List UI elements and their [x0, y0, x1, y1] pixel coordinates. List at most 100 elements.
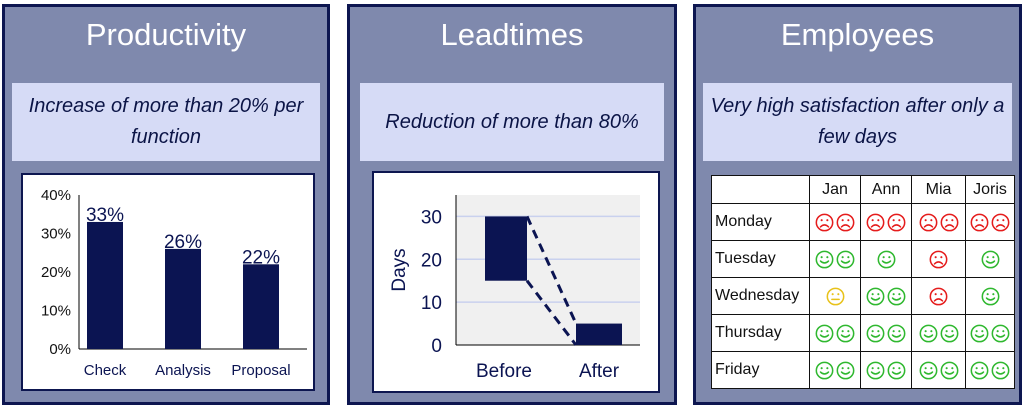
connector-bottom [525, 279, 578, 346]
happy-face-icon [836, 361, 855, 379]
satisfaction-cell [809, 351, 861, 389]
satisfaction-cell [860, 203, 912, 241]
satisfaction-cell [911, 351, 966, 389]
y-tick-label: 20% [41, 264, 71, 281]
happy-face-icon [866, 324, 885, 342]
happy-face-icon [981, 287, 999, 305]
x-tick-label: Before [476, 361, 532, 382]
happy-face-icon [887, 324, 906, 342]
leadtimes-title: Leadtimes [440, 17, 584, 52]
day-label: Tuesday [711, 240, 810, 278]
x-tick-label: Analysis [155, 362, 211, 379]
satisfaction-cell [911, 277, 966, 315]
sad-face-icon [866, 213, 885, 231]
y-axis-label: Days [389, 248, 410, 291]
y-tick-label: 0% [49, 341, 71, 358]
happy-face-icon [877, 250, 895, 268]
leadtimes-subtitle: Reduction of more than 80% [360, 83, 664, 161]
sad-face-icon [929, 287, 948, 305]
employees-subtitle: Very high satisfaction after only a few … [703, 83, 1012, 161]
bar-analysis [165, 248, 201, 349]
bar-proposal [243, 264, 279, 349]
plot-area [456, 195, 640, 345]
satisfaction-table: Jan Ann Mia Joris Monday Tuesday Wednesday Thur… [711, 175, 1015, 389]
corner-cell [711, 175, 810, 204]
sad-face-icon [919, 213, 937, 231]
y-tick-label: 30% [41, 226, 71, 243]
employees-title: Employees [780, 17, 935, 52]
sad-face-icon [940, 213, 958, 231]
happy-face-icon [836, 250, 855, 268]
satisfaction-cell [809, 314, 861, 352]
happy-face-icon [991, 324, 1010, 342]
satisfaction-cell [911, 314, 966, 352]
leadtimes-floating-bar-chart: 0 10 20 30 Days Before After [389, 195, 640, 382]
satisfaction-cell [860, 314, 912, 352]
sad-face-icon [991, 213, 1010, 231]
happy-face-icon [836, 324, 855, 342]
bar-after [576, 323, 622, 345]
productivity-title: Productivity [85, 17, 247, 52]
happy-face-icon [940, 361, 958, 379]
happy-face-icon [991, 361, 1010, 379]
satisfaction-cell [911, 240, 966, 278]
happy-face-icon [815, 324, 834, 342]
happy-face-icon [970, 361, 989, 379]
sad-face-icon [836, 213, 855, 231]
y-tick-label: 30 [421, 207, 442, 228]
satisfaction-cell [965, 314, 1015, 352]
sad-face-icon [929, 250, 948, 268]
productivity-chart: 0% 10% 20% 30% 40% 33% Check 26% Analysis 22% Prop… [21, 173, 315, 391]
table-row: Thursday [711, 314, 1015, 352]
happy-face-icon [970, 324, 989, 342]
satisfaction-cell [809, 277, 861, 315]
happy-face-icon [919, 324, 937, 342]
productivity-bar-chart: 0% 10% 20% 30% 40% 33% Check 26% Analysis 22% Prop… [41, 187, 307, 379]
column-header: Ann [860, 175, 912, 204]
satisfaction-cell [911, 203, 966, 241]
column-header: Jan [809, 175, 861, 204]
satisfaction-cell [965, 240, 1015, 278]
x-tick-label: Check [84, 362, 127, 379]
leadtimes-chart: 0 10 20 30 Days Before After [372, 171, 660, 393]
x-tick-label: Proposal [231, 362, 290, 379]
happy-face-icon [866, 361, 885, 379]
leadtimes-panel: Leadtimes Reduction of more than 80% 0 10… [347, 4, 677, 405]
happy-face-icon [866, 287, 885, 305]
bar-check [87, 221, 123, 349]
day-label: Wednesday [711, 277, 810, 315]
satisfaction-cell [809, 203, 861, 241]
table-row: Wednesday [711, 277, 1015, 315]
data-label: 26% [164, 232, 202, 253]
column-header: Joris [965, 175, 1015, 204]
y-tick-label: 0 [431, 336, 442, 357]
satisfaction-cell [965, 203, 1015, 241]
bar-before [485, 216, 527, 281]
sad-face-icon [815, 213, 834, 231]
table-row: Tuesday [711, 240, 1015, 278]
column-header: Mia [911, 175, 966, 204]
y-tick-label: 40% [41, 187, 71, 204]
connector-top [525, 215, 578, 325]
happy-face-icon [919, 361, 937, 379]
table-row: Monday [711, 203, 1015, 241]
day-label: Monday [711, 203, 810, 241]
day-label: Friday [711, 351, 810, 389]
satisfaction-cell [809, 240, 861, 278]
data-label: 22% [242, 247, 280, 268]
employees-panel: Employees Very high satisfaction after o… [693, 4, 1022, 405]
data-label: 33% [86, 205, 124, 226]
happy-face-icon [940, 324, 958, 342]
satisfaction-cell [860, 277, 912, 315]
sad-face-icon [970, 213, 989, 231]
happy-face-icon [887, 361, 906, 379]
happy-face-icon [887, 287, 906, 305]
x-tick-label: After [579, 361, 620, 382]
y-tick-label: 20 [421, 250, 442, 271]
neutral-face-icon [826, 287, 844, 305]
day-label: Thursday [711, 314, 810, 352]
y-tick-label: 10% [41, 303, 71, 320]
happy-face-icon [815, 361, 834, 379]
satisfaction-cell [860, 351, 912, 389]
table-row: Friday [711, 351, 1015, 389]
